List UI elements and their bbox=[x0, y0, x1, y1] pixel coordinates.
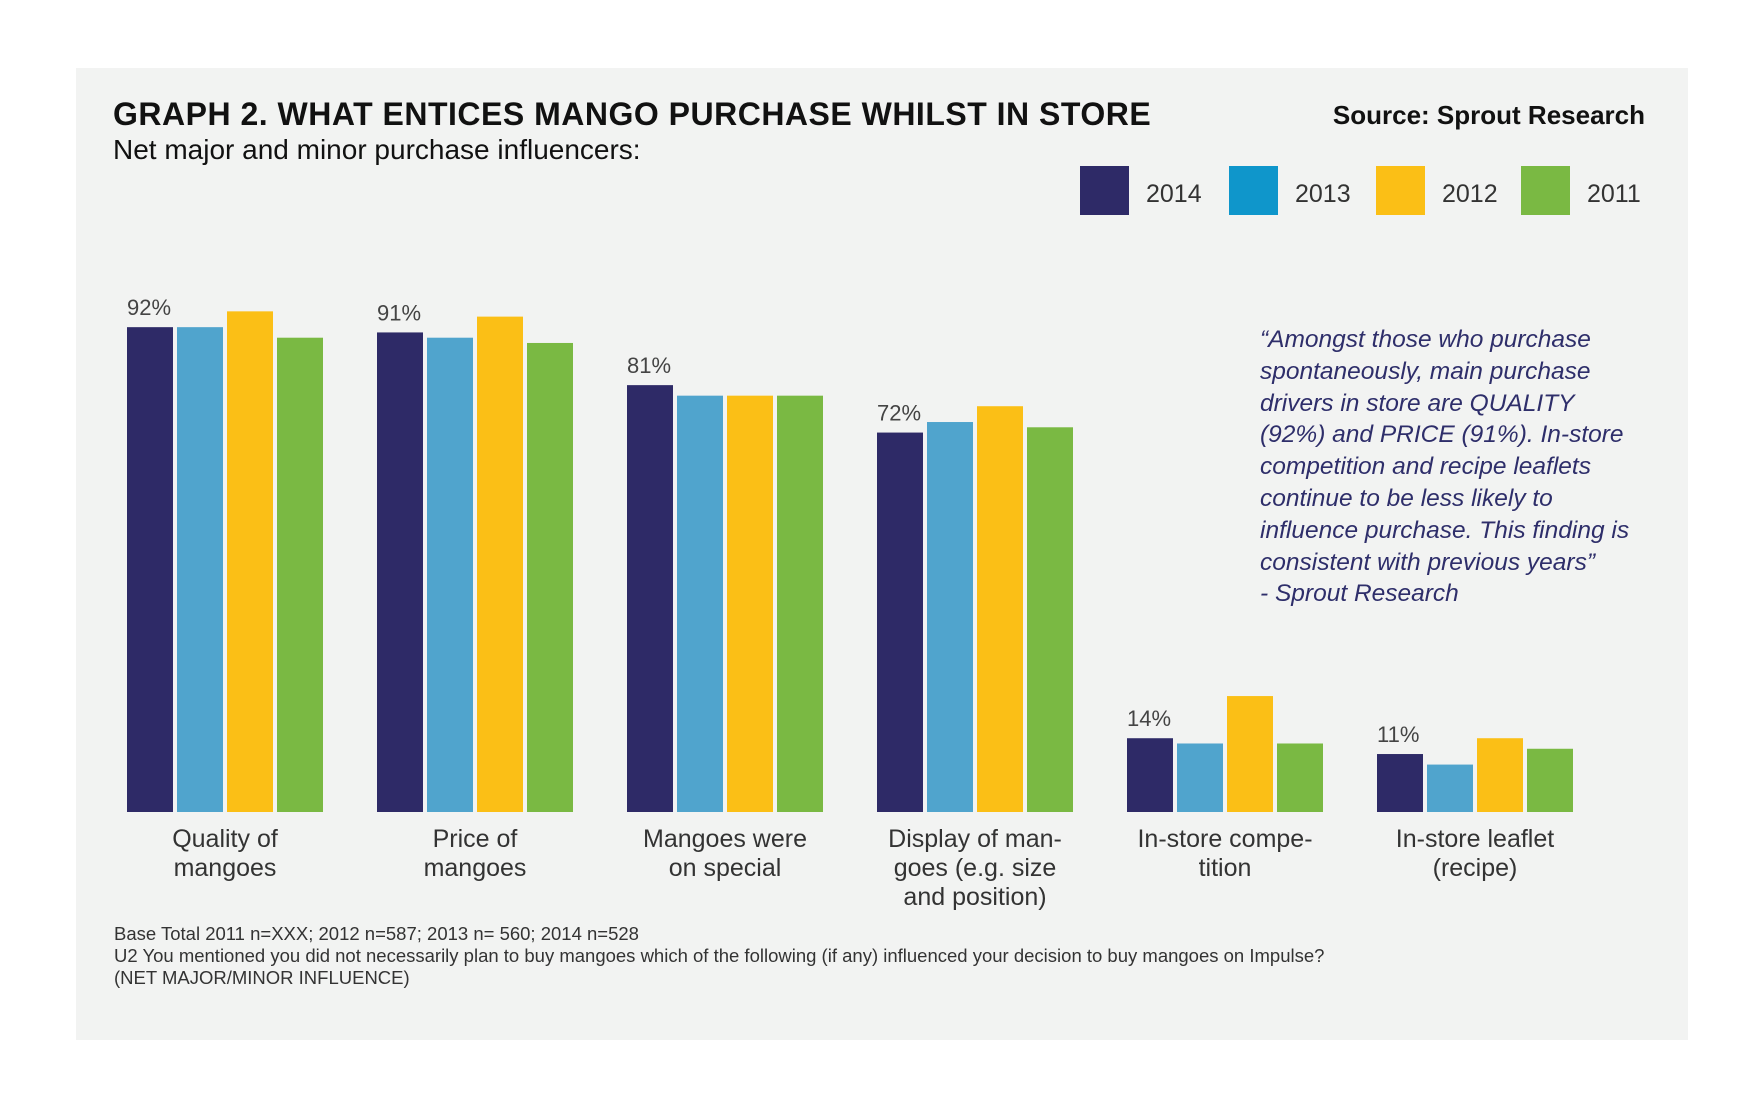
bar-group: 72% Display of man-goes (e.g. size and pos… bbox=[877, 401, 1073, 911]
legend-swatch-2012 bbox=[1376, 166, 1425, 215]
bar-2014 bbox=[127, 327, 173, 812]
category-label-line: tition bbox=[1199, 854, 1252, 882]
legend-label-2011: 2011 bbox=[1587, 180, 1641, 208]
quote-line: “Amongst those who purchase bbox=[1260, 326, 1591, 353]
bar-2012 bbox=[1227, 696, 1273, 812]
quote-line: consistent with previous years” bbox=[1260, 548, 1595, 576]
category-label-line: In-store compe- bbox=[1137, 825, 1312, 853]
bar-2013 bbox=[427, 337, 473, 812]
quote-line: competition and recipe leaflets bbox=[1260, 453, 1591, 481]
bar-2011 bbox=[777, 395, 823, 812]
quote-line: drivers in store are QUALITY bbox=[1260, 389, 1575, 417]
category-label: In-store compe-tition bbox=[1137, 825, 1312, 882]
category-label-line: goes (e.g. size bbox=[894, 854, 1057, 882]
chart-subtitle: Net major and minor purchase influencers… bbox=[113, 134, 641, 165]
bar-group: 81% Mangoes were on special bbox=[627, 353, 823, 882]
bar-2011 bbox=[1527, 748, 1573, 812]
bar-2014 bbox=[627, 385, 673, 812]
category-label-line: Display of man- bbox=[888, 825, 1062, 853]
data-label: 14% bbox=[1127, 706, 1171, 731]
bar-2011 bbox=[527, 342, 573, 812]
category-label: Display of man-goes (e.g. size and positi… bbox=[888, 825, 1062, 911]
legend-swatch-2013 bbox=[1229, 166, 1278, 215]
bar-group: 91% Price of mangoes bbox=[377, 300, 573, 882]
bar-2014 bbox=[377, 332, 423, 812]
category-label-line: and position) bbox=[903, 883, 1046, 911]
bar-2012 bbox=[227, 311, 273, 812]
category-label-line: Mangoes were bbox=[643, 825, 807, 853]
category-label-line: Quality of bbox=[172, 825, 278, 853]
quote-line: continue to be less likely to bbox=[1260, 484, 1553, 512]
footnote-question: U2 You mentioned you did not necessarily… bbox=[114, 945, 1325, 966]
bar-2013 bbox=[1427, 764, 1473, 812]
legend-label-2012: 2012 bbox=[1442, 180, 1498, 208]
data-label: 81% bbox=[627, 353, 671, 378]
bar-2014 bbox=[877, 432, 923, 812]
bar-2011 bbox=[1277, 743, 1323, 812]
legend-swatch-2014 bbox=[1080, 166, 1129, 215]
category-label: In-store leaflet (recipe) bbox=[1396, 825, 1554, 882]
source-label: Source: Sprout Research bbox=[1332, 100, 1645, 130]
bar-2014 bbox=[1377, 754, 1423, 812]
bar-group: 14% In-store compe-tition bbox=[1127, 696, 1323, 882]
legend-label-2014: 2014 bbox=[1146, 180, 1202, 208]
category-label-line: In-store leaflet bbox=[1396, 825, 1554, 853]
legend-swatch-2011 bbox=[1521, 166, 1570, 215]
legend-label-2013: 2013 bbox=[1295, 180, 1351, 208]
chart-title: GRAPH 2. WHAT ENTICES MANGO PURCHASE WHI… bbox=[113, 96, 1152, 132]
category-label: Quality of mangoes bbox=[172, 825, 278, 882]
category-label-line: Price of bbox=[433, 825, 518, 853]
data-label: 72% bbox=[877, 401, 921, 426]
bar-2013 bbox=[177, 327, 223, 812]
category-label: Price of mangoes bbox=[424, 825, 527, 882]
bar-2014 bbox=[1127, 738, 1173, 812]
category-label-line: (recipe) bbox=[1433, 854, 1518, 882]
bar-2012 bbox=[727, 395, 773, 812]
quote-line: spontaneously, main purchase bbox=[1260, 357, 1591, 385]
bar-2013 bbox=[677, 395, 723, 812]
bar-2012 bbox=[477, 316, 523, 812]
bar-2013 bbox=[1177, 743, 1223, 812]
data-label: 91% bbox=[377, 300, 421, 325]
bar-2012 bbox=[977, 406, 1023, 812]
footnote-base: Base Total 2011 n=XXX; 2012 n=587; 2013 … bbox=[114, 923, 639, 944]
research-quote: “Amongst those who purchase spontaneousl… bbox=[1260, 324, 1660, 610]
bar-2011 bbox=[277, 337, 323, 812]
quote-attribution: - Sprout Research bbox=[1260, 580, 1459, 608]
category-label-line: mangoes bbox=[174, 854, 277, 882]
category-label: Mangoes were on special bbox=[643, 825, 807, 882]
category-label-line: on special bbox=[669, 854, 782, 882]
bar-group: 92% Quality of mangoes bbox=[127, 295, 323, 882]
footnote: Base Total 2011 n=XXX; 2012 n=587; 2013 … bbox=[114, 923, 1324, 989]
data-label: 92% bbox=[127, 295, 171, 320]
bar-2013 bbox=[927, 422, 973, 812]
bar-2011 bbox=[1027, 427, 1073, 812]
bar-2012 bbox=[1477, 738, 1523, 812]
data-label: 11% bbox=[1377, 722, 1419, 747]
chart-panel: GRAPH 2. WHAT ENTICES MANGO PURCHASE WHI… bbox=[76, 68, 1688, 1040]
category-label-line: mangoes bbox=[424, 854, 527, 882]
bar-group: 11% In-store leaflet (recipe) bbox=[1377, 722, 1573, 882]
footnote-measure: (NET MAJOR/MINOR INFLUENCE) bbox=[114, 967, 410, 988]
quote-line: (92%) and PRICE (91%). In-store bbox=[1260, 421, 1624, 449]
quote-line: influence purchase. This finding is bbox=[1260, 516, 1630, 544]
